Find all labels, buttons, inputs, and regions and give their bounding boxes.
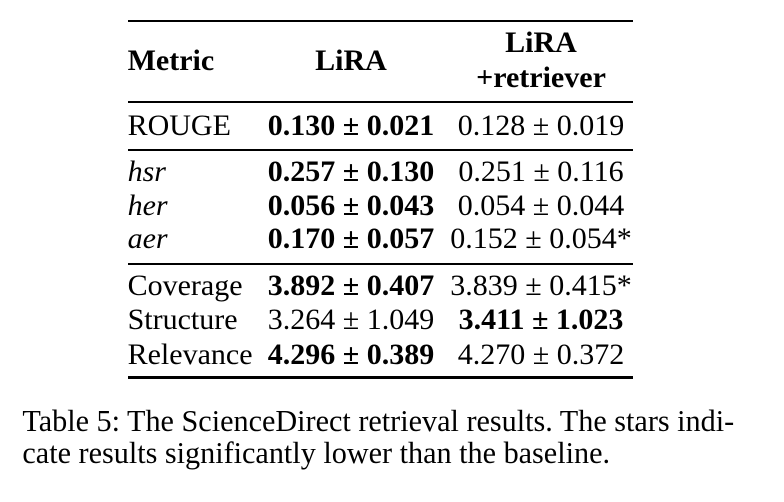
- table-mid-rule-1: [128, 149, 633, 152]
- row-rouge-metric: ROUGE: [127, 108, 231, 142]
- row-coverage-metric: Coverage: [127, 269, 243, 302]
- row-hsr-lira-value: 0.257 ± 0.130: [267, 154, 435, 188]
- row-relevance-metric: Relevance: [127, 337, 253, 371]
- header-metric: Metric: [127, 43, 215, 77]
- row-structure-retriever-value: 3.411 ± 1.023: [458, 303, 624, 337]
- table-top-rule: [128, 19, 633, 23]
- row-coverage-lira-value: 3.892 ± 0.407: [267, 269, 435, 302]
- row-aer-metric: aer: [127, 222, 168, 256]
- caption-line-2: cate results significantly lower than th…: [22, 435, 611, 470]
- row-structure-lira-value: 3.264 ± 1.049: [267, 303, 435, 337]
- table-header-rule: [128, 101, 633, 104]
- header-lira-retriever-line1: LiRA: [505, 25, 577, 59]
- row-hsr-retriever-value: 0.251 ± 0.116: [458, 154, 624, 188]
- row-relevance-retriever-value: 4.270 ± 0.372: [457, 337, 625, 371]
- row-her-metric: her: [127, 188, 168, 222]
- row-her-retriever-value: 0.054 ± 0.044: [457, 188, 625, 222]
- row-structure-metric: Structure: [127, 303, 238, 337]
- table-bottom-rule: [128, 376, 633, 379]
- row-relevance-lira-value: 4.296 ± 0.389: [267, 337, 435, 371]
- row-her-lira-value: 0.056 ± 0.043: [267, 188, 435, 222]
- row-rouge-lira-value: 0.130 ± 0.021: [267, 108, 435, 142]
- row-aer-retriever-value: 0.152 ± 0.054*: [450, 222, 632, 256]
- table-mid-rule-2: [128, 262, 633, 265]
- caption-line-1: Table 5: The ScienceDirect retrieval res…: [22, 403, 735, 438]
- row-hsr-metric: hsr: [127, 154, 166, 188]
- header-lira-retriever-line2: +retriever: [476, 60, 606, 94]
- header-lira: LiRA: [315, 43, 387, 77]
- row-coverage-retriever-value: 3.839 ± 0.415*: [450, 269, 632, 302]
- row-rouge-retriever-value: 0.128 ± 0.019: [457, 108, 625, 142]
- row-aer-lira-value: 0.170 ± 0.057: [267, 222, 435, 256]
